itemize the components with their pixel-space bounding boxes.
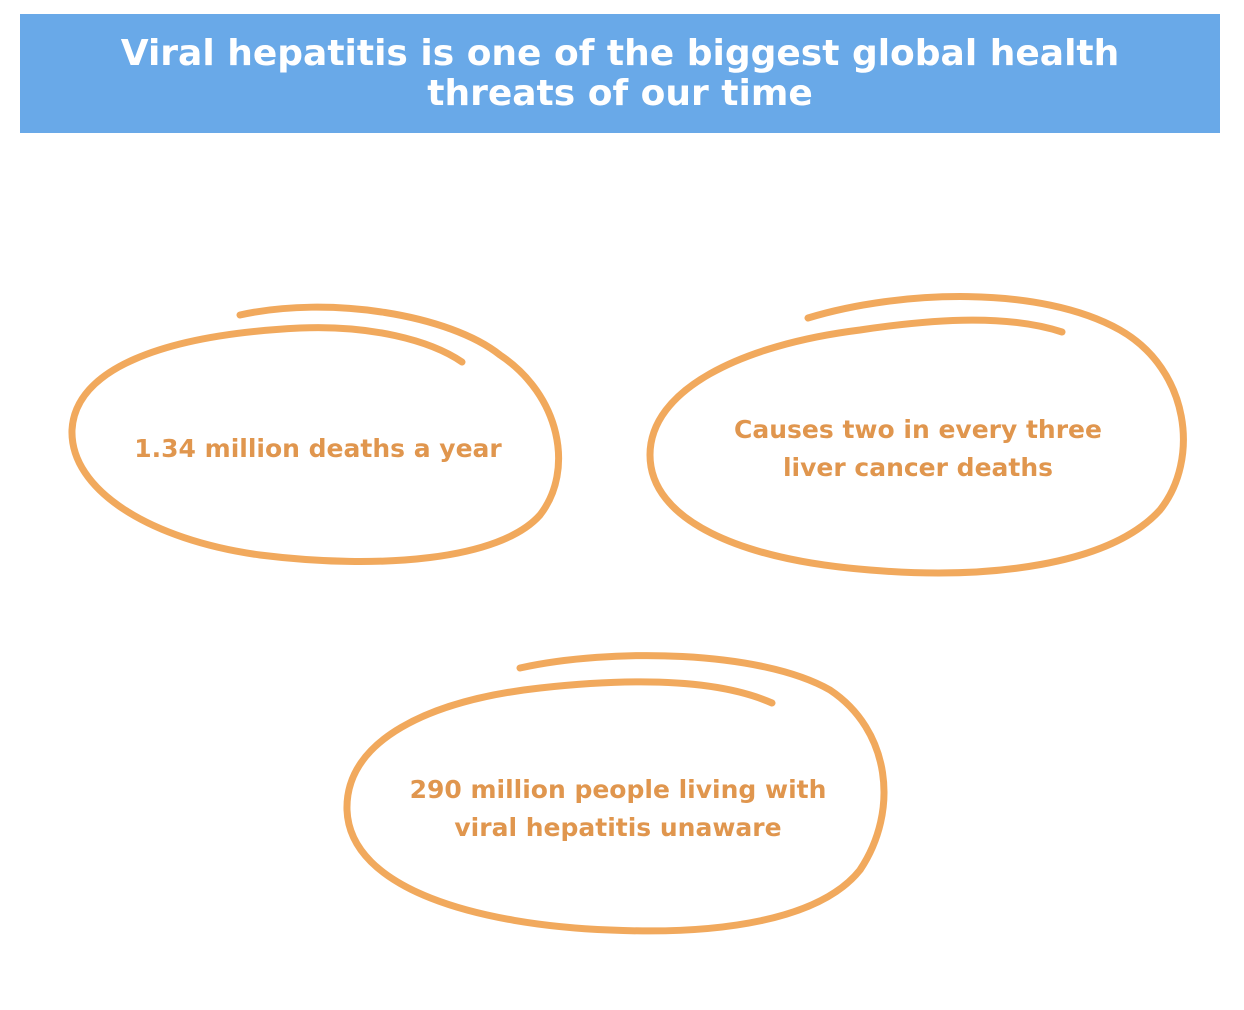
scribble-circle bbox=[68, 303, 563, 565]
scribble-circle bbox=[646, 293, 1187, 577]
header-title: Viral hepatitis is one of the biggest gl… bbox=[120, 32, 1120, 114]
scribble-circle bbox=[343, 652, 888, 935]
fact-text: Causes two in every three liver cancer d… bbox=[734, 415, 1102, 482]
fact-text: 290 million people living with viral hep… bbox=[409, 775, 827, 842]
fact-text: 1.34 million deaths a year bbox=[134, 434, 502, 463]
header-banner: Viral hepatitis is one of the biggest gl… bbox=[20, 14, 1220, 133]
